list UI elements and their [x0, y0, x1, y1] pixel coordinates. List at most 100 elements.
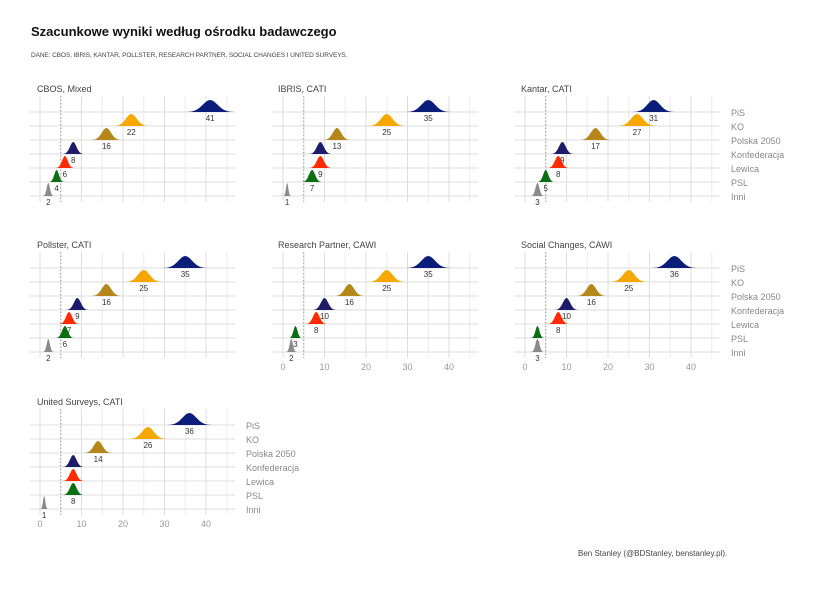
density-pis — [649, 256, 699, 268]
value-label: 8 — [556, 170, 561, 179]
value-label: 27 — [633, 128, 642, 137]
density-lewica — [308, 156, 333, 168]
density-pis — [164, 413, 214, 425]
density-ko — [608, 270, 650, 282]
category-label: PSL — [731, 334, 748, 344]
density-inni — [42, 339, 55, 352]
x-tick-label: 10 — [76, 519, 86, 529]
value-label: 5 — [544, 184, 549, 193]
density-psl — [536, 170, 555, 182]
value-label: 9 — [318, 170, 323, 179]
density-psl — [54, 326, 75, 338]
category-label: KO — [731, 278, 744, 288]
category-label: Konfederacja — [246, 463, 299, 473]
x-tick-label: 40 — [686, 362, 696, 372]
density-lewica — [304, 312, 328, 324]
panel-title: Research Partner, CAWI — [278, 240, 376, 250]
value-label: 9 — [560, 156, 565, 165]
value-label: 7 — [310, 184, 315, 193]
category-label: Polska 2050 — [731, 136, 781, 146]
value-label: 6 — [63, 340, 68, 349]
density-polska-2050 — [82, 441, 114, 453]
category-label: Lewica — [731, 320, 759, 330]
x-tick-label: 0 — [280, 362, 285, 372]
x-tick-label: 10 — [561, 362, 571, 372]
category-label: Polska 2050 — [246, 449, 296, 459]
value-label: 1 — [285, 198, 290, 207]
value-label: 17 — [591, 142, 600, 151]
value-label: 35 — [181, 270, 190, 279]
density-polska-2050 — [90, 284, 123, 296]
density-polska-2050 — [578, 128, 613, 140]
density-konfederacja — [550, 142, 575, 154]
density-psl — [301, 170, 323, 182]
category-label: KO — [731, 122, 744, 132]
density-lewica — [61, 469, 85, 481]
x-tick-label: 0 — [37, 519, 42, 529]
x-tick-label: 20 — [361, 362, 371, 372]
value-label: 4 — [54, 184, 59, 193]
value-label: 2 — [46, 198, 51, 207]
panel-title: United Surveys, CATI — [37, 397, 123, 407]
density-ko — [127, 427, 169, 439]
density-ko — [366, 270, 408, 282]
category-label: PiS — [731, 264, 745, 274]
panel-title: Social Changes, CAWI — [521, 240, 612, 250]
x-tick-label: 10 — [319, 362, 329, 372]
value-label: 2 — [289, 354, 294, 363]
density-psl — [48, 170, 65, 182]
density-inni — [42, 183, 55, 196]
density-pis — [404, 100, 453, 112]
panel-title: Kantar, CATI — [521, 84, 572, 94]
value-label: 2 — [46, 354, 51, 363]
density-konfederacja — [61, 142, 85, 154]
density-pis — [631, 100, 677, 112]
category-label: Konfederacja — [731, 150, 784, 160]
density-polska-2050 — [322, 128, 352, 140]
value-label: 8 — [556, 326, 561, 335]
category-label: Lewica — [246, 477, 274, 487]
density-lewica — [54, 156, 75, 168]
density-konfederacja — [308, 142, 333, 154]
density-ko — [366, 114, 408, 126]
category-label: Lewica — [731, 164, 759, 174]
value-label: 3 — [535, 198, 540, 207]
category-label: PSL — [731, 178, 748, 188]
density-polska-2050 — [575, 284, 608, 296]
value-label: 3 — [535, 354, 540, 363]
value-label: 26 — [143, 441, 152, 450]
density-polska-2050 — [90, 128, 123, 140]
value-label: 16 — [102, 298, 111, 307]
density-psl — [61, 483, 85, 495]
category-label: Polska 2050 — [731, 292, 781, 302]
value-label: 10 — [562, 312, 571, 321]
density-ko — [112, 114, 151, 126]
category-label: PiS — [246, 421, 260, 431]
density-ko — [123, 270, 165, 282]
x-tick-label: 20 — [118, 519, 128, 529]
value-label: 6 — [63, 170, 68, 179]
value-label: 16 — [345, 298, 354, 307]
value-label: 35 — [424, 114, 433, 123]
credit: Ben Stanley (@BDStanley, benstanley.pl). — [578, 549, 728, 558]
density-polska-2050 — [333, 284, 366, 296]
value-label: 16 — [587, 298, 596, 307]
density-pis — [161, 256, 210, 268]
category-label: PSL — [246, 491, 263, 501]
density-pis — [184, 100, 237, 112]
density-inni — [530, 183, 545, 196]
x-tick-label: 40 — [444, 362, 454, 372]
density-pis — [404, 256, 453, 268]
value-label: 36 — [670, 270, 679, 279]
value-label: 25 — [624, 284, 633, 293]
density-lewica — [546, 312, 570, 324]
value-label: 25 — [382, 284, 391, 293]
value-label: 31 — [649, 114, 658, 123]
x-tick-label: 20 — [603, 362, 613, 372]
density-lewica — [58, 312, 80, 324]
category-label: Inni — [731, 192, 746, 202]
value-label: 16 — [102, 142, 111, 151]
density-inni — [285, 339, 298, 352]
density-ko — [615, 114, 659, 126]
